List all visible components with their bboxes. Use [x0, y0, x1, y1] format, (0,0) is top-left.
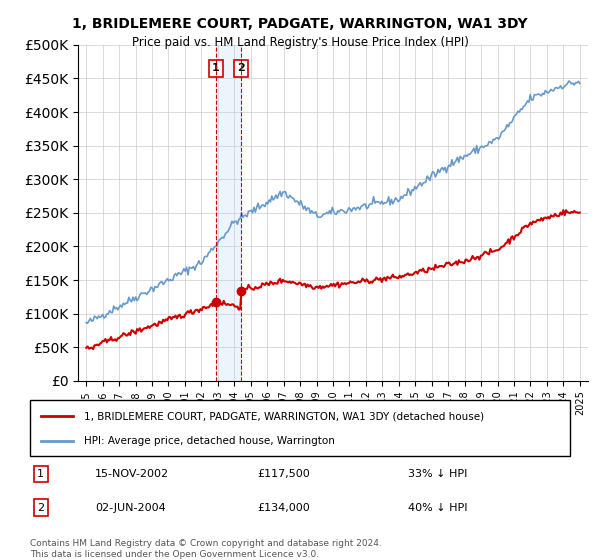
Text: Price paid vs. HM Land Registry's House Price Index (HPI): Price paid vs. HM Land Registry's House … — [131, 36, 469, 49]
Text: 2: 2 — [37, 502, 44, 512]
Text: 02-JUN-2004: 02-JUN-2004 — [95, 502, 166, 512]
Bar — [216, 45, 241, 381]
Text: £117,500: £117,500 — [257, 469, 310, 479]
Text: 1, BRIDLEMERE COURT, PADGATE, WARRINGTON, WA1 3DY: 1, BRIDLEMERE COURT, PADGATE, WARRINGTON… — [72, 17, 528, 31]
Text: 1: 1 — [212, 63, 220, 73]
Text: 1, BRIDLEMERE COURT, PADGATE, WARRINGTON, WA1 3DY (detached house): 1, BRIDLEMERE COURT, PADGATE, WARRINGTON… — [84, 411, 484, 421]
Text: Contains HM Land Registry data © Crown copyright and database right 2024.: Contains HM Land Registry data © Crown c… — [30, 539, 382, 548]
Text: 33% ↓ HPI: 33% ↓ HPI — [408, 469, 467, 479]
Text: £134,000: £134,000 — [257, 502, 310, 512]
Text: 2: 2 — [237, 63, 245, 73]
Text: 1: 1 — [37, 469, 44, 479]
Text: HPI: Average price, detached house, Warrington: HPI: Average price, detached house, Warr… — [84, 436, 335, 446]
Text: 40% ↓ HPI: 40% ↓ HPI — [408, 502, 467, 512]
FancyBboxPatch shape — [30, 400, 570, 456]
Text: 15-NOV-2002: 15-NOV-2002 — [95, 469, 169, 479]
Text: This data is licensed under the Open Government Licence v3.0.: This data is licensed under the Open Gov… — [30, 550, 319, 559]
